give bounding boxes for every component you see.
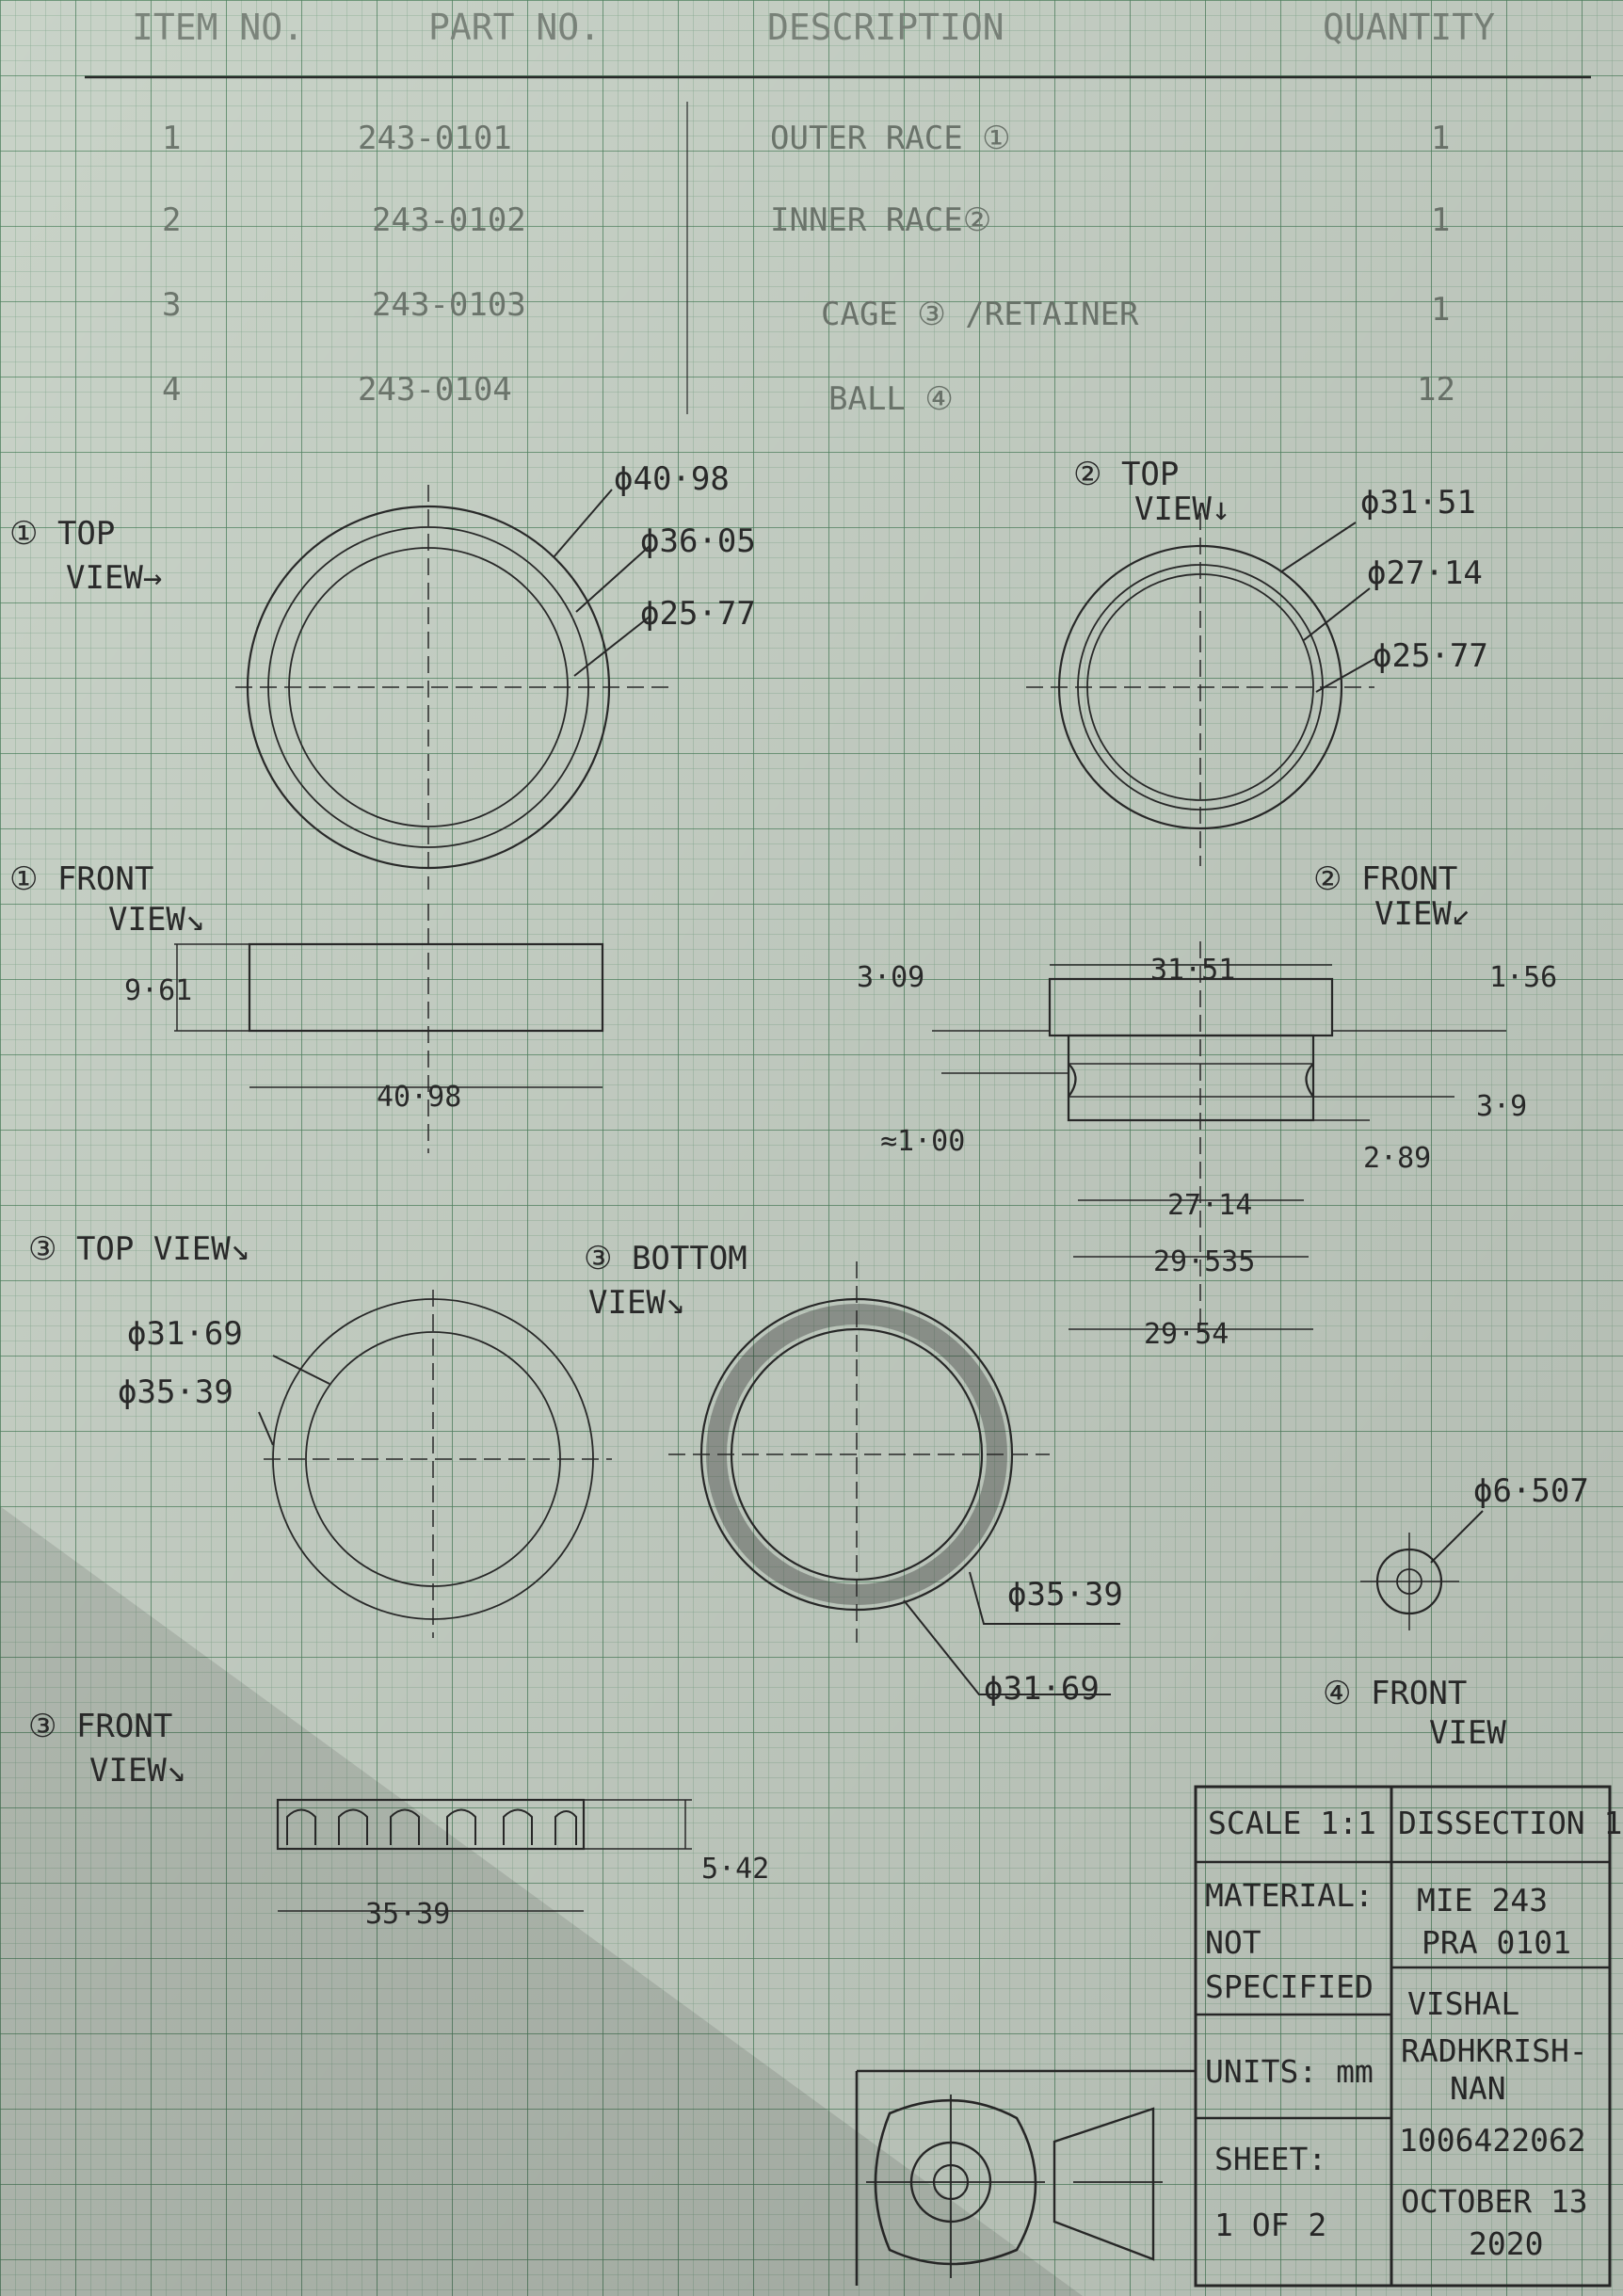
- paper-shading: [0, 0, 1623, 2296]
- drawing-sheet: ITEM NO. PART NO. DESCRIPTION QUANTITY 1…: [0, 0, 1623, 2296]
